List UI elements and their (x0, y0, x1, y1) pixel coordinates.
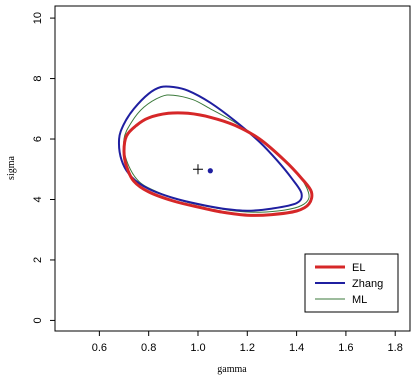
x-axis: 0.6 0.8 1.0 1.2 1.4 1.6 1.8 (92, 331, 403, 354)
y-axis-title: sigma (6, 155, 17, 179)
x-tick-label: 1.4 (289, 342, 304, 354)
x-tick-label: 1.6 (338, 342, 353, 354)
y-tick-label: 0 (32, 317, 44, 323)
plot-frame (54, 5, 411, 332)
x-tick-label: 1.2 (240, 342, 255, 354)
x-axis-title: gamma (217, 364, 247, 375)
estimate-plus-marker (192, 164, 203, 175)
series-curves (118, 85, 314, 217)
point-markers (192, 164, 213, 175)
y-axis: 0 2 4 6 8 10 (32, 12, 55, 323)
series-curve-el (122, 111, 314, 217)
x-tick-label: 1.0 (190, 342, 205, 354)
y-tick-label: 2 (32, 257, 44, 263)
estimate-dot-marker (207, 168, 213, 174)
x-tick-label: 1.8 (388, 342, 403, 354)
x-tick-label: 0.8 (141, 342, 156, 354)
y-tick-label: 10 (32, 12, 44, 24)
legend-label-zhang: Zhang (352, 278, 383, 290)
legend-label-el: EL (352, 262, 365, 274)
y-tick-label: 8 (32, 75, 44, 81)
x-tick-label: 0.6 (92, 342, 107, 354)
legend-label-ml: ML (352, 294, 367, 306)
series-curve-zhang (118, 85, 303, 212)
y-tick-label: 6 (32, 136, 44, 142)
legend: EL Zhang ML (304, 253, 399, 313)
y-tick-label: 4 (32, 196, 44, 202)
